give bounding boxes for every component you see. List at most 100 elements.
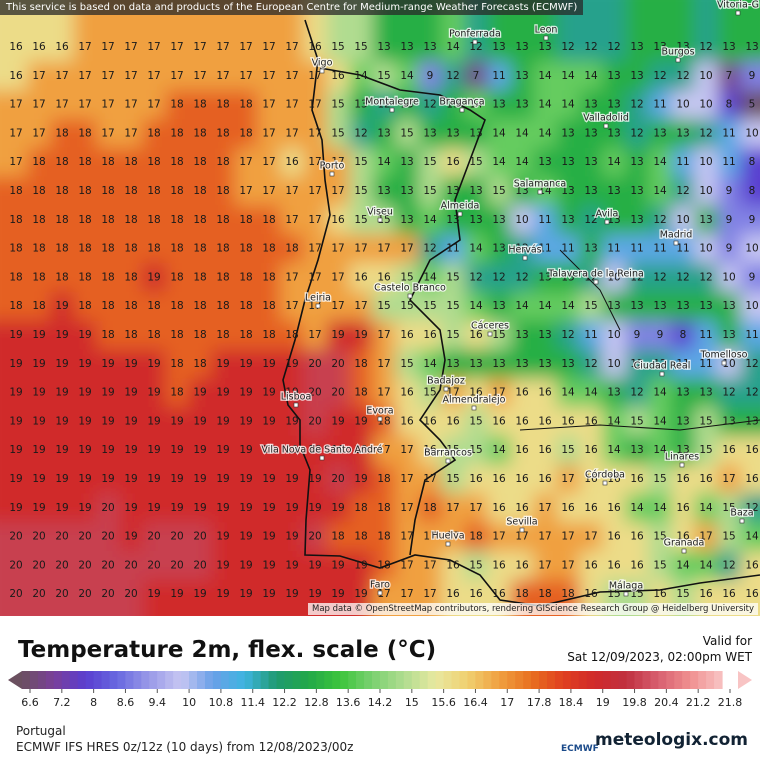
temperature-value: 16 — [676, 502, 690, 514]
temperature-cell — [188, 378, 213, 408]
temperature-value: 18 — [377, 502, 390, 514]
temperature-cell — [50, 291, 75, 322]
temperature-value: 19 — [78, 444, 91, 456]
temperature-cell — [211, 176, 236, 207]
temperature-cell — [671, 378, 696, 408]
colorbar-segment — [610, 671, 620, 689]
temperature-cell — [625, 263, 650, 293]
temperature-value: 19 — [147, 415, 160, 427]
temperature-value: 12 — [492, 271, 505, 283]
colorbar-segment — [626, 671, 636, 689]
temperature-cell — [671, 464, 696, 495]
temperature-value: 19 — [239, 473, 252, 485]
colorbar-segment — [507, 671, 516, 689]
temperature-cell — [349, 551, 374, 581]
temperature-value: 14 — [377, 156, 391, 168]
city-dot — [602, 480, 608, 486]
temperature-cell — [0, 90, 29, 120]
temperature-value: 15 — [584, 300, 597, 312]
colorbar-segment — [181, 671, 190, 689]
temperature-value: 20 — [101, 588, 114, 600]
temperature-cell — [717, 320, 742, 351]
temperature-cell — [694, 349, 719, 380]
temperature-value: 17 — [124, 127, 137, 139]
temperature-cell — [694, 464, 719, 495]
temperature-cell — [96, 291, 121, 322]
temperature-value: 18 — [193, 156, 206, 168]
temperature-cell — [556, 147, 581, 178]
temperature-cell — [0, 176, 29, 207]
temperature-value: 16 — [32, 41, 46, 53]
temperature-cell — [579, 263, 604, 293]
colorbar-segment — [324, 671, 333, 689]
temperature-cell — [625, 205, 650, 236]
city-dot — [377, 217, 383, 223]
temperature-value: 18 — [32, 271, 45, 283]
temperature-cell — [142, 90, 167, 120]
colorbar-segment — [204, 671, 214, 689]
temperature-value: 16 — [423, 329, 437, 341]
temperature-cell — [418, 493, 443, 524]
colorbar-segment — [69, 671, 79, 689]
temperature-cell — [119, 263, 144, 293]
temperature-value: 18 — [423, 502, 436, 514]
temperature-cell — [671, 90, 696, 120]
temperature-value: 16 — [745, 444, 759, 456]
city-dot — [604, 219, 610, 225]
temperature-cell — [372, 205, 397, 236]
colorbar-tick-label: 15 — [405, 696, 419, 709]
temperature-value: 19 — [101, 444, 114, 456]
temperature-cell — [27, 263, 52, 293]
city-label: Tomelloso — [700, 350, 748, 361]
temperature-cell — [625, 61, 650, 92]
temperature-cell — [487, 263, 512, 293]
temperature-value: 19 — [78, 502, 91, 514]
temperature-value: 17 — [561, 559, 574, 571]
temperature-cell — [602, 349, 627, 380]
colorbar-tick-label: 20.4 — [654, 696, 679, 709]
temperature-value: 13 — [400, 156, 413, 168]
temperature-cell — [280, 234, 305, 264]
temperature-value: 19 — [216, 502, 229, 514]
temperature-value: 13 — [423, 127, 436, 139]
city-dot — [319, 455, 325, 461]
temperature-cell — [73, 435, 98, 466]
temperature-value: 13 — [630, 214, 643, 226]
temperature-cell — [740, 435, 760, 466]
temperature-cell — [648, 61, 673, 92]
temperature-value: 16 — [607, 559, 621, 571]
temperature-cell — [464, 378, 489, 408]
temperature-value: 18 — [239, 99, 252, 111]
temperature-value: 19 — [216, 588, 229, 600]
colorbar-tick-label: 13.6 — [336, 696, 361, 709]
temperature-cell — [694, 522, 719, 552]
temperature-value: 15 — [331, 41, 344, 53]
temperature-cell — [694, 291, 719, 322]
temperature-cell — [96, 493, 121, 524]
temperature-value: 18 — [55, 127, 68, 139]
temperature-value: 17 — [239, 185, 252, 197]
temperature-value: 12 — [722, 559, 735, 571]
temperature-value: 19 — [32, 444, 45, 456]
temperature-value: 18 — [193, 214, 206, 226]
temperature-cell — [694, 90, 719, 120]
temperature-value: 13 — [400, 41, 413, 53]
temperature-value: 13 — [515, 41, 528, 53]
temperature-cell — [648, 90, 673, 120]
temperature-value: 17 — [538, 502, 551, 514]
temperature-value: 18 — [262, 271, 275, 283]
temperature-cell — [303, 205, 328, 236]
temperature-value: 18 — [193, 358, 206, 370]
temperature-value: 19 — [147, 444, 160, 456]
temperature-value: 16 — [469, 588, 483, 600]
city-dot — [293, 402, 299, 408]
temperature-value: 17 — [469, 502, 482, 514]
temperature-cell — [487, 90, 512, 120]
temperature-cell — [326, 320, 351, 351]
temperature-value: 18 — [515, 588, 528, 600]
temperature-value: 20 — [147, 559, 160, 571]
temperature-cell — [326, 407, 351, 437]
temperature-value: 13 — [377, 127, 390, 139]
temperature-cell — [625, 407, 650, 437]
temperature-cell — [740, 61, 760, 92]
